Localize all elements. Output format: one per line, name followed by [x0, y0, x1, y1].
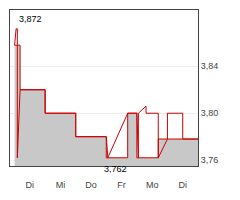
- svg-text:3,762: 3,762: [104, 164, 127, 174]
- svg-text:Fr: Fr: [117, 180, 126, 190]
- svg-text:Do: Do: [85, 180, 97, 190]
- svg-text:3,84: 3,84: [201, 61, 219, 71]
- svg-text:Di: Di: [26, 180, 35, 190]
- svg-text:Di: Di: [178, 180, 187, 190]
- svg-text:3,80: 3,80: [201, 108, 219, 118]
- svg-text:Mi: Mi: [56, 180, 66, 190]
- svg-text:3,76: 3,76: [201, 155, 219, 165]
- svg-text:3,872: 3,872: [19, 14, 42, 24]
- svg-text:Mo: Mo: [146, 180, 159, 190]
